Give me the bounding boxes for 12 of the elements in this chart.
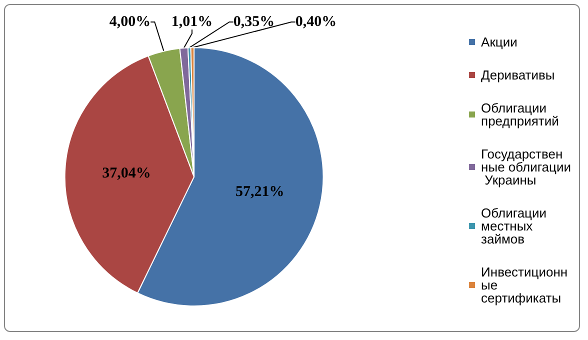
data-label: 57,21% [236,184,284,200]
legend-label: Облигации местных займов [481,206,550,246]
legend-label: Облигации предприятий [481,100,559,128]
legend-label: Деривативы [481,68,555,82]
data-label: 4,00% [109,14,151,30]
data-label: 0,35% [233,14,275,30]
data-label: 0,40% [295,14,337,30]
legend-label: Акции [481,34,518,50]
legend-label: Государственные облигации Украины [481,146,572,188]
data-label: 37,04% [102,166,151,182]
legend-label: Инвестиционные сертификаты [481,264,568,306]
data-label: 1,01% [171,14,213,30]
